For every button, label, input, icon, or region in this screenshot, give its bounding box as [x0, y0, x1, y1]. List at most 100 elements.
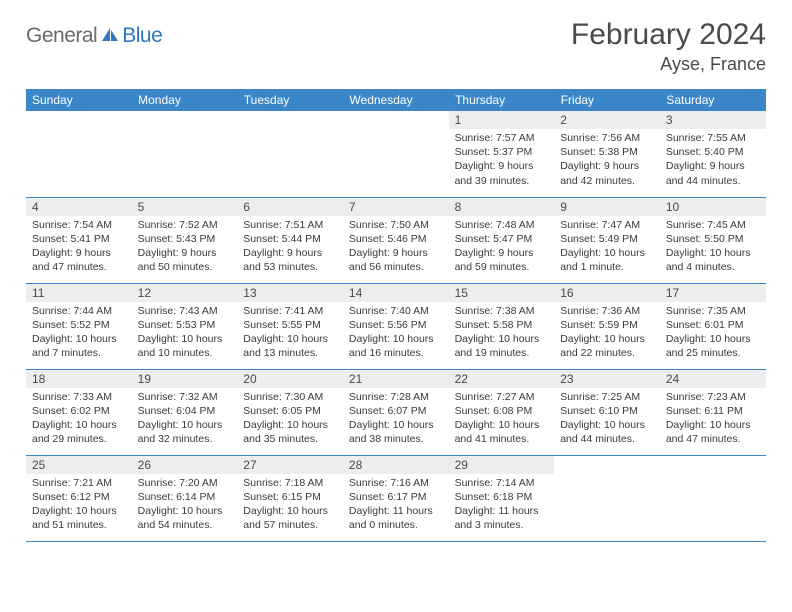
calendar-day-cell: 3Sunrise: 7:55 AMSunset: 5:40 PMDaylight…: [660, 111, 766, 197]
day-data: Sunrise: 7:32 AMSunset: 6:04 PMDaylight:…: [132, 388, 238, 451]
day-data: Sunrise: 7:40 AMSunset: 5:56 PMDaylight:…: [343, 302, 449, 365]
day-data: Sunrise: 7:50 AMSunset: 5:46 PMDaylight:…: [343, 216, 449, 279]
calendar-day-cell: 26Sunrise: 7:20 AMSunset: 6:14 PMDayligh…: [132, 455, 238, 541]
day-data: Sunrise: 7:20 AMSunset: 6:14 PMDaylight:…: [132, 474, 238, 537]
day-data: Sunrise: 7:16 AMSunset: 6:17 PMDaylight:…: [343, 474, 449, 537]
day-data: Sunrise: 7:51 AMSunset: 5:44 PMDaylight:…: [237, 216, 343, 279]
day-number: 28: [343, 456, 449, 474]
calendar-day-cell: ..: [343, 111, 449, 197]
calendar-day-cell: ..: [26, 111, 132, 197]
day-number: 22: [449, 370, 555, 388]
calendar-week-row: 11Sunrise: 7:44 AMSunset: 5:52 PMDayligh…: [26, 283, 766, 369]
day-data: Sunrise: 7:36 AMSunset: 5:59 PMDaylight:…: [554, 302, 660, 365]
calendar-day-cell: 9Sunrise: 7:47 AMSunset: 5:49 PMDaylight…: [554, 197, 660, 283]
day-data: Sunrise: 7:41 AMSunset: 5:55 PMDaylight:…: [237, 302, 343, 365]
day-number: 14: [343, 284, 449, 302]
weekday-header: Sunday: [26, 89, 132, 111]
calendar-day-cell: 24Sunrise: 7:23 AMSunset: 6:11 PMDayligh…: [660, 369, 766, 455]
calendar-day-cell: 27Sunrise: 7:18 AMSunset: 6:15 PMDayligh…: [237, 455, 343, 541]
day-data: Sunrise: 7:38 AMSunset: 5:58 PMDaylight:…: [449, 302, 555, 365]
calendar-day-cell: ..: [237, 111, 343, 197]
day-number: 16: [554, 284, 660, 302]
day-number: 4: [26, 198, 132, 216]
day-number: 25: [26, 456, 132, 474]
calendar-day-cell: 16Sunrise: 7:36 AMSunset: 5:59 PMDayligh…: [554, 283, 660, 369]
page-header: General Blue February 2024 Ayse, France: [26, 18, 766, 75]
day-data: Sunrise: 7:27 AMSunset: 6:08 PMDaylight:…: [449, 388, 555, 451]
calendar-day-cell: 15Sunrise: 7:38 AMSunset: 5:58 PMDayligh…: [449, 283, 555, 369]
day-data: Sunrise: 7:21 AMSunset: 6:12 PMDaylight:…: [26, 474, 132, 537]
day-number: 11: [26, 284, 132, 302]
calendar-thead: SundayMondayTuesdayWednesdayThursdayFrid…: [26, 89, 766, 111]
day-data: Sunrise: 7:44 AMSunset: 5:52 PMDaylight:…: [26, 302, 132, 365]
calendar-day-cell: ..: [660, 455, 766, 541]
day-number: 23: [554, 370, 660, 388]
day-data: Sunrise: 7:23 AMSunset: 6:11 PMDaylight:…: [660, 388, 766, 451]
weekday-header: Tuesday: [237, 89, 343, 111]
day-data: Sunrise: 7:35 AMSunset: 6:01 PMDaylight:…: [660, 302, 766, 365]
calendar-table: SundayMondayTuesdayWednesdayThursdayFrid…: [26, 89, 766, 542]
calendar-day-cell: 19Sunrise: 7:32 AMSunset: 6:04 PMDayligh…: [132, 369, 238, 455]
calendar-day-cell: 23Sunrise: 7:25 AMSunset: 6:10 PMDayligh…: [554, 369, 660, 455]
calendar-day-cell: 22Sunrise: 7:27 AMSunset: 6:08 PMDayligh…: [449, 369, 555, 455]
day-number: 24: [660, 370, 766, 388]
sail-icon: [100, 27, 120, 43]
day-number: 15: [449, 284, 555, 302]
weekday-header: Saturday: [660, 89, 766, 111]
day-number: 18: [26, 370, 132, 388]
day-data: Sunrise: 7:14 AMSunset: 6:18 PMDaylight:…: [449, 474, 555, 537]
calendar-day-cell: 13Sunrise: 7:41 AMSunset: 5:55 PMDayligh…: [237, 283, 343, 369]
day-data: Sunrise: 7:57 AMSunset: 5:37 PMDaylight:…: [449, 129, 555, 192]
day-data: Sunrise: 7:25 AMSunset: 6:10 PMDaylight:…: [554, 388, 660, 451]
calendar-week-row: ........1Sunrise: 7:57 AMSunset: 5:37 PM…: [26, 111, 766, 197]
day-number: 12: [132, 284, 238, 302]
calendar-day-cell: 20Sunrise: 7:30 AMSunset: 6:05 PMDayligh…: [237, 369, 343, 455]
day-number: 7: [343, 198, 449, 216]
calendar-body: ........1Sunrise: 7:57 AMSunset: 5:37 PM…: [26, 111, 766, 541]
location-label: Ayse, France: [571, 54, 766, 75]
day-data: Sunrise: 7:33 AMSunset: 6:02 PMDaylight:…: [26, 388, 132, 451]
day-number: 17: [660, 284, 766, 302]
day-data: Sunrise: 7:52 AMSunset: 5:43 PMDaylight:…: [132, 216, 238, 279]
day-data: Sunrise: 7:48 AMSunset: 5:47 PMDaylight:…: [449, 216, 555, 279]
day-number: 29: [449, 456, 555, 474]
calendar-day-cell: 25Sunrise: 7:21 AMSunset: 6:12 PMDayligh…: [26, 455, 132, 541]
day-number: 3: [660, 111, 766, 129]
calendar-day-cell: ..: [554, 455, 660, 541]
title-block: February 2024 Ayse, France: [571, 18, 766, 75]
calendar-day-cell: 5Sunrise: 7:52 AMSunset: 5:43 PMDaylight…: [132, 197, 238, 283]
weekday-header: Thursday: [449, 89, 555, 111]
calendar-week-row: 4Sunrise: 7:54 AMSunset: 5:41 PMDaylight…: [26, 197, 766, 283]
calendar-day-cell: 1Sunrise: 7:57 AMSunset: 5:37 PMDaylight…: [449, 111, 555, 197]
calendar-day-cell: 12Sunrise: 7:43 AMSunset: 5:53 PMDayligh…: [132, 283, 238, 369]
day-number: 27: [237, 456, 343, 474]
day-data: Sunrise: 7:47 AMSunset: 5:49 PMDaylight:…: [554, 216, 660, 279]
logo-text-general: General: [26, 24, 97, 48]
calendar-day-cell: 17Sunrise: 7:35 AMSunset: 6:01 PMDayligh…: [660, 283, 766, 369]
weekday-header: Friday: [554, 89, 660, 111]
day-data: Sunrise: 7:30 AMSunset: 6:05 PMDaylight:…: [237, 388, 343, 451]
day-number: 1: [449, 111, 555, 129]
day-data: Sunrise: 7:45 AMSunset: 5:50 PMDaylight:…: [660, 216, 766, 279]
calendar-day-cell: 21Sunrise: 7:28 AMSunset: 6:07 PMDayligh…: [343, 369, 449, 455]
day-number: 10: [660, 198, 766, 216]
calendar-day-cell: ..: [132, 111, 238, 197]
logo-text-blue: Blue: [122, 24, 162, 48]
day-number: 5: [132, 198, 238, 216]
calendar-day-cell: 11Sunrise: 7:44 AMSunset: 5:52 PMDayligh…: [26, 283, 132, 369]
day-data: Sunrise: 7:18 AMSunset: 6:15 PMDaylight:…: [237, 474, 343, 537]
calendar-day-cell: 2Sunrise: 7:56 AMSunset: 5:38 PMDaylight…: [554, 111, 660, 197]
logo: General Blue: [26, 18, 162, 48]
calendar-day-cell: 8Sunrise: 7:48 AMSunset: 5:47 PMDaylight…: [449, 197, 555, 283]
day-number: 6: [237, 198, 343, 216]
calendar-day-cell: 6Sunrise: 7:51 AMSunset: 5:44 PMDaylight…: [237, 197, 343, 283]
day-number: 21: [343, 370, 449, 388]
day-number: 20: [237, 370, 343, 388]
day-data: Sunrise: 7:43 AMSunset: 5:53 PMDaylight:…: [132, 302, 238, 365]
calendar-day-cell: 18Sunrise: 7:33 AMSunset: 6:02 PMDayligh…: [26, 369, 132, 455]
day-data: Sunrise: 7:55 AMSunset: 5:40 PMDaylight:…: [660, 129, 766, 192]
month-title: February 2024: [571, 18, 766, 52]
day-number: 26: [132, 456, 238, 474]
calendar-page: General Blue February 2024 Ayse, France …: [0, 0, 792, 542]
weekday-header: Wednesday: [343, 89, 449, 111]
